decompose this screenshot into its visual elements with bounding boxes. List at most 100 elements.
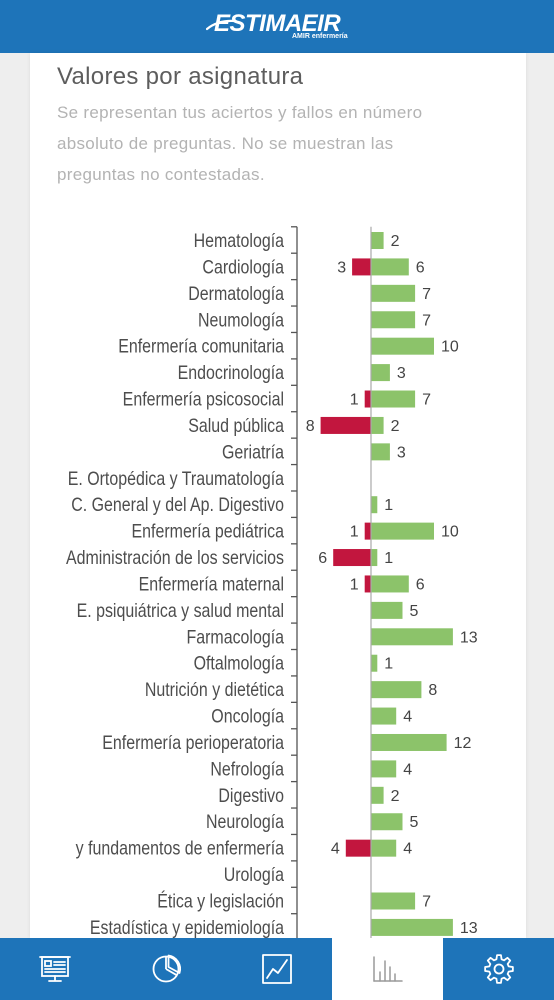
category-label: Enfermería pediátrica <box>132 520 285 542</box>
nav-item-bar-chart[interactable] <box>332 938 444 1000</box>
content-card <box>30 53 526 938</box>
data-label: 13 <box>460 920 478 937</box>
category-label: E. Ortopédica y Traumatología <box>68 467 285 489</box>
category-label: Digestivo <box>218 784 284 806</box>
description-line: preguntas no contestadas. <box>57 165 265 184</box>
correct-answers-bar <box>371 733 447 751</box>
data-label: 1 <box>384 550 393 567</box>
logo-swoosh-icon <box>206 19 236 31</box>
correct-answers-bar <box>371 892 416 910</box>
category-label: Enfermería perioperatoria <box>102 732 284 754</box>
wrong-answers-bar <box>364 390 371 408</box>
category-label: Nutrición y dietética <box>145 679 284 701</box>
wrong-answers-bar <box>333 549 371 567</box>
data-label: 4 <box>331 841 340 858</box>
data-label: 12 <box>454 735 472 752</box>
category-label: Endocrinología <box>178 362 285 384</box>
nav-item-settings[interactable] <box>443 938 554 1000</box>
category-label: Administración de los servicios <box>66 547 284 569</box>
category-label: Neurología <box>206 811 284 833</box>
wrong-answers-bar <box>320 416 371 434</box>
description-line: Se representan tus aciertos y fallos en … <box>57 103 423 122</box>
data-label: 10 <box>441 524 459 541</box>
logo-subtitle: AMIR enfermería <box>292 33 348 40</box>
page-title: Valores por asignatura <box>57 63 304 90</box>
category-label: Oftalmología <box>194 652 285 674</box>
category-label: Geriatría <box>222 441 284 463</box>
correct-answers-bar <box>371 390 416 408</box>
correct-answers-bar <box>371 813 403 831</box>
category-label: Oncología <box>211 705 284 727</box>
data-label: 2 <box>391 788 400 805</box>
category-label: Estadística y epidemiología <box>90 917 284 938</box>
description-line: absoluto de preguntas. No se muestran la… <box>57 134 394 153</box>
correct-answers-bar <box>371 258 409 276</box>
data-label: 5 <box>410 603 419 620</box>
subject-results-chart: Hematología Cardiología Dermatología Neumol… <box>66 226 478 938</box>
data-label: 4 <box>403 841 412 858</box>
category-label: E. psiquiátrica y salud mental <box>77 600 284 622</box>
correct-answers-bar <box>371 654 378 672</box>
category-label: Ética y legislación <box>157 890 284 912</box>
data-label: 4 <box>403 761 412 778</box>
nav-item-line-chart[interactable] <box>222 938 333 1000</box>
category-label: Neumología <box>198 309 284 331</box>
correct-answers-bar <box>371 760 397 778</box>
data-label: 1 <box>350 524 359 541</box>
data-label: 10 <box>441 339 459 356</box>
category-label: Hematología <box>194 230 285 252</box>
app-header: ESTIMAEIR AMIR enfermería <box>0 0 554 53</box>
data-label: 3 <box>397 365 406 382</box>
data-label: 6 <box>416 576 425 593</box>
line-chart-icon <box>262 954 292 984</box>
data-label: 6 <box>416 259 425 276</box>
data-label: 1 <box>350 392 359 409</box>
correct-answers-bar <box>371 918 453 936</box>
nav-item-pie-chart[interactable] <box>111 938 222 1000</box>
data-label: 6 <box>318 550 327 567</box>
correct-answers-bar <box>371 443 390 461</box>
logo-wordmark: ESTIMAEIR <box>214 10 341 38</box>
data-label: 3 <box>337 259 346 276</box>
data-label: 8 <box>306 418 315 435</box>
correct-answers-bar <box>371 337 434 355</box>
correct-answers-bar <box>371 839 397 857</box>
category-label: Enfermería comunitaria <box>118 335 284 357</box>
bottom-navigation <box>0 938 554 1000</box>
data-label: 4 <box>403 709 412 726</box>
correct-answers-bar <box>371 311 416 329</box>
correct-answers-bar <box>371 628 453 646</box>
logo-text-accent: EIR <box>301 10 341 37</box>
data-label: 2 <box>391 418 400 435</box>
data-label: 13 <box>460 629 478 646</box>
category-label: Salud pública <box>188 415 284 437</box>
data-label: 7 <box>422 286 431 303</box>
data-label: 1 <box>384 656 393 673</box>
data-label: 2 <box>391 233 400 250</box>
correct-answers-bar <box>371 549 378 567</box>
correct-answers-bar <box>371 496 378 514</box>
category-label: Dermatología <box>188 283 284 305</box>
data-label: 5 <box>410 814 419 831</box>
data-label: 7 <box>422 392 431 409</box>
data-label: 1 <box>384 497 393 514</box>
wrong-answers-bar <box>364 522 371 540</box>
correct-answers-bar <box>371 786 384 804</box>
data-label: 7 <box>422 894 431 911</box>
wrong-answers-bar <box>352 258 371 276</box>
pie-chart-icon <box>152 954 182 983</box>
gear-icon <box>483 954 514 984</box>
category-label: Cardiología <box>202 256 284 278</box>
category-label: Farmacología <box>187 626 285 648</box>
correct-answers-bar <box>371 601 403 619</box>
wrong-answers-bar <box>345 839 371 857</box>
data-label: 1 <box>350 576 359 593</box>
presentation-icon <box>39 956 72 982</box>
category-label: Enfermería psicosocial <box>123 388 284 410</box>
correct-answers-bar <box>371 681 422 699</box>
correct-answers-bar <box>371 416 384 434</box>
estimaeir-logo: ESTIMAEIR AMIR enfermería <box>206 6 356 46</box>
nav-item-summary[interactable] <box>0 938 111 1000</box>
correct-answers-bar <box>371 522 434 540</box>
data-label: 7 <box>422 312 431 329</box>
